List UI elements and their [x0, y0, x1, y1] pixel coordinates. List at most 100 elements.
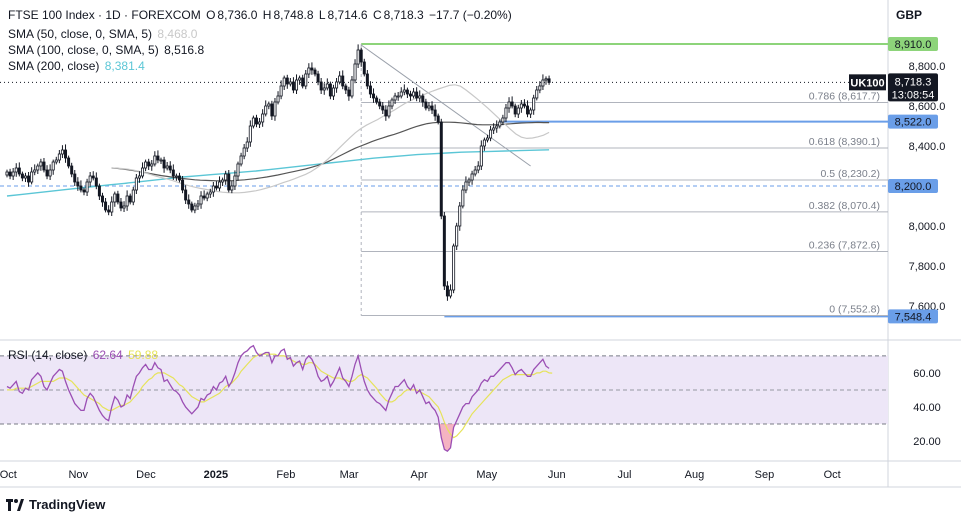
candle-body [214, 185, 218, 189]
candle-body [482, 139, 486, 147]
candle-body [338, 75, 342, 83]
candle-body [42, 161, 46, 171]
candle-body [51, 161, 55, 171]
candle-body [328, 83, 332, 97]
candle-body [64, 149, 68, 159]
candle-body [100, 195, 104, 203]
rsi-oversold-fill [438, 423, 457, 452]
candle-body [221, 179, 225, 183]
candle-body [405, 89, 409, 95]
ohlc-close-value: 8,718.3 [383, 8, 424, 22]
candle-body [399, 91, 403, 97]
candle-body [233, 175, 237, 187]
ohlc-high-key: H [262, 8, 272, 22]
ohlc-low-key: L [318, 8, 326, 22]
candle-body [421, 95, 425, 103]
candle-body [211, 185, 215, 193]
candle-body [470, 173, 474, 181]
candle-body [128, 195, 132, 203]
candle-body [304, 73, 308, 87]
candle-body [544, 78, 548, 81]
candle-body [104, 201, 108, 211]
candle-body [282, 77, 286, 87]
candle-body [88, 175, 92, 183]
candle-body [119, 201, 123, 209]
candle-body [452, 245, 456, 291]
candle-body [70, 165, 74, 175]
candle-body [187, 199, 191, 205]
candle-body [322, 87, 326, 91]
current-price-label: 8,718.3 [895, 76, 932, 88]
sma100-legend[interactable]: SMA (100, close, 0, SMA, 5) 8,516.8 [8, 43, 206, 57]
candle-body [516, 107, 520, 115]
symbol-tag-bg [849, 74, 886, 91]
fib-level-label: 0.786 (8,617.7) [809, 90, 880, 102]
candle-body [504, 107, 508, 119]
candle-body [510, 101, 514, 107]
candle-body [285, 77, 289, 85]
countdown-label: 13:08:54 [892, 89, 935, 101]
candle-body [522, 103, 526, 107]
candle-body [144, 161, 148, 169]
sma200-legend[interactable]: SMA (200, close) 8,381.4 [8, 59, 147, 73]
candle-body [362, 61, 366, 75]
candle-body [467, 179, 471, 183]
candle-body [45, 169, 49, 177]
candle-body [501, 117, 505, 123]
candle-body [412, 91, 416, 97]
candle-body [538, 85, 542, 91]
candle-body [393, 95, 397, 101]
candle-body [245, 141, 249, 149]
candle-body [359, 49, 363, 63]
candle-body [199, 195, 203, 205]
candle-body [181, 179, 185, 191]
tradingview-logo[interactable]: TradingView [6, 497, 105, 512]
candle-body [291, 81, 295, 91]
level-price-label: 8,910.0 [895, 39, 932, 51]
candle-body [193, 205, 197, 211]
candle-body [73, 173, 77, 183]
candle-body [147, 161, 151, 167]
rsi-legend[interactable]: RSI (14, close) 62.64 59.88 [8, 348, 160, 362]
candle-body [331, 87, 335, 97]
candle-body [288, 81, 292, 85]
candle-body [276, 95, 280, 103]
candle-body [261, 113, 265, 123]
candle-body [224, 173, 228, 181]
candle-body [270, 103, 274, 117]
price-tick-label: 8,600.0 [909, 101, 946, 113]
price-tick-label: 8,000.0 [909, 221, 946, 233]
candle-body [427, 105, 431, 109]
rsi-ma-value: 59.88 [128, 348, 159, 362]
candle-body [313, 69, 317, 75]
candle-body [529, 109, 533, 115]
rsi-line [6, 344, 550, 453]
candle-body [131, 189, 135, 203]
candle-body [408, 93, 412, 97]
candle-body [190, 203, 194, 211]
candle-body [264, 105, 268, 115]
symbol-legend[interactable]: FTSE 100 Index · 1D · FOREXCOM O 8,736.0 … [8, 8, 514, 22]
candle-body [547, 78, 551, 83]
candle-body [177, 175, 181, 181]
candle-body [341, 75, 345, 87]
symbol-title[interactable]: FTSE 100 Index · 1D · FOREXCOM [8, 8, 201, 22]
ohlc-open-value: 8,736.0 [217, 8, 258, 22]
rsi-label: RSI (14, close) [8, 348, 88, 362]
candle-body [479, 145, 483, 167]
candle-body [347, 89, 351, 97]
trend-line [360, 44, 531, 167]
candle-body [325, 83, 329, 89]
price-axis-labels: 8,910.0 8,522.0 8,200.0 7,548.4 UK100 8,718.3… [849, 37, 938, 324]
candle-body [396, 95, 400, 98]
rsi-value: 62.64 [92, 348, 123, 362]
fib-level-label: 0.382 (8,070.4) [809, 200, 880, 212]
sma200-value: 8,381.4 [104, 59, 145, 73]
candle-body [36, 165, 40, 171]
sma50-legend[interactable]: SMA (50, close, 0, SMA, 5) 8,468.0 [8, 27, 199, 41]
candle-body [476, 165, 480, 171]
currency-label[interactable]: GBP [896, 8, 923, 22]
candle-body [485, 137, 489, 141]
fib-level-label: 0.5 (8,230.2) [820, 168, 880, 180]
